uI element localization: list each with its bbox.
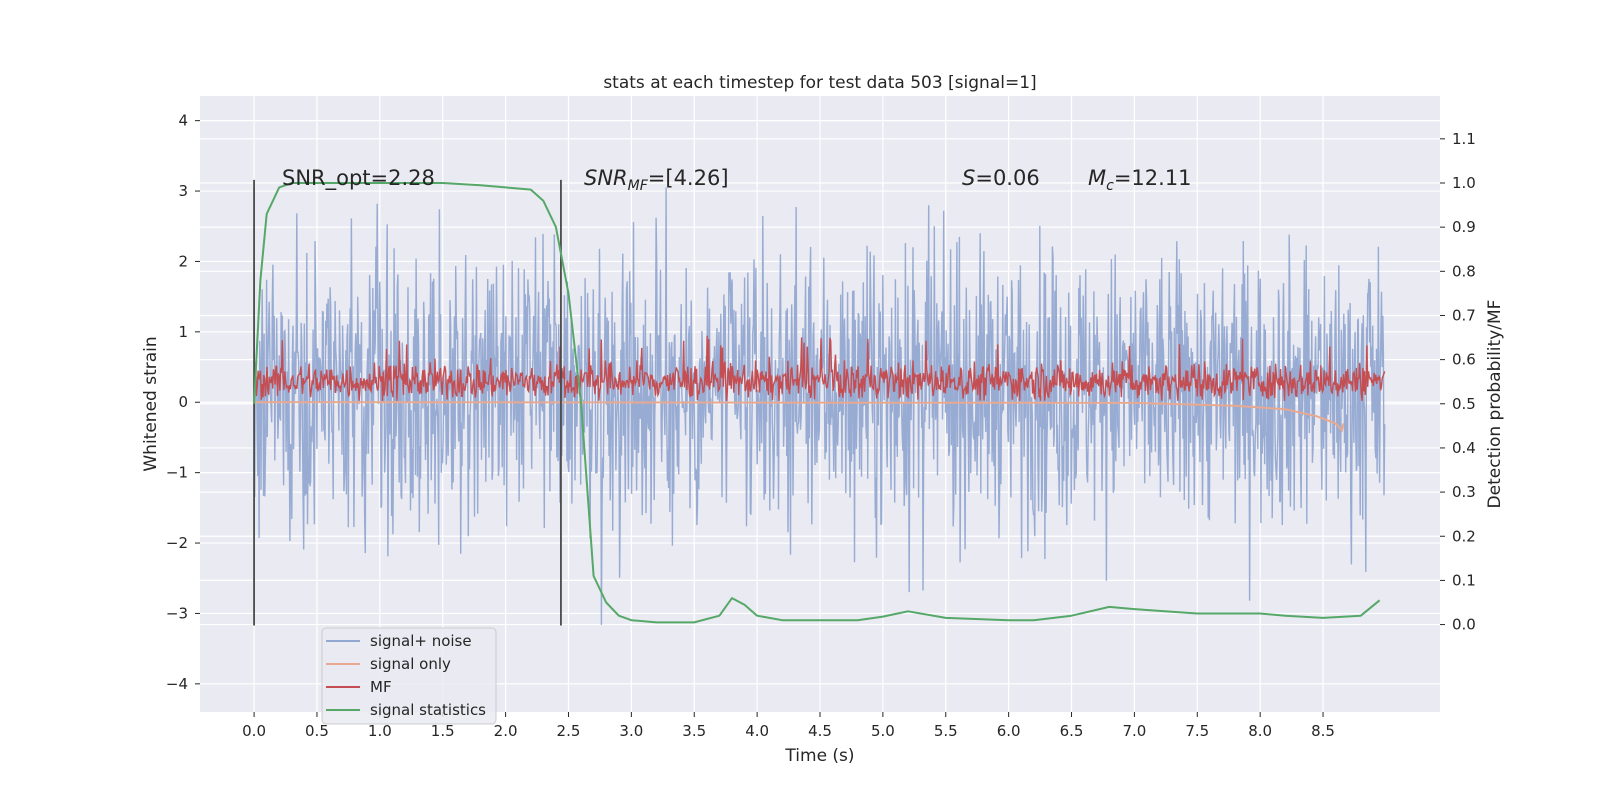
x-tick-label: 5.5: [934, 722, 958, 740]
x-tick-label: 7.0: [1122, 722, 1146, 740]
left-tick-label: 1: [178, 323, 188, 341]
legend-label-signal-statistics: signal statistics: [370, 701, 486, 719]
legend-label-signal-noise: signal+ noise: [370, 632, 472, 650]
annotation-mc: Mc=12.11: [1088, 166, 1192, 194]
chart-title: stats at each timestep for test data 503…: [603, 73, 1036, 93]
line-signal-statistics: [253, 182, 1381, 624]
right-y-axis-label: Detection probability/MF: [1485, 300, 1505, 509]
left-tick-label: 2: [178, 252, 188, 270]
x-tick-label: 1.0: [368, 722, 392, 740]
legend-label-signal-only: signal only: [370, 655, 451, 673]
x-tick-label: 6.0: [997, 722, 1021, 740]
right-tick-label: 0.5: [1452, 395, 1476, 413]
x-tick-label: 3.5: [682, 722, 706, 740]
x-tick-label: 4.0: [745, 722, 769, 740]
left-tick-label: 4: [178, 112, 188, 130]
x-tick-label: 8.5: [1311, 722, 1335, 740]
annotation-snr-opt: SNR_opt=2.28: [282, 166, 435, 191]
x-tick-label: 0.5: [305, 722, 329, 740]
mc-sub: c: [1106, 178, 1114, 194]
signal-statistics-series: [253, 182, 1381, 624]
annotation-s: S=0.06: [962, 166, 1040, 190]
x-tick-label: 0.0: [242, 722, 266, 740]
right-tick-label: 0.8: [1452, 262, 1476, 280]
legend-box: [321, 627, 497, 725]
x-axis: 0.0 0.5 1.0 1.5 2.0 2.5 3.0 3.5 4.0 4.5 5.0 5.5 6.0 6…: [242, 712, 1335, 740]
left-tick-label: −1: [166, 464, 188, 482]
legend-label-mf: MF: [370, 678, 392, 696]
s-rest: =0.06: [975, 166, 1039, 190]
left-tick-label: −3: [166, 604, 188, 622]
right-tick-label: 1.1: [1452, 130, 1476, 148]
x-tick-label: 2.0: [494, 722, 518, 740]
x-tick-label: 8.0: [1248, 722, 1272, 740]
x-tick-label: 6.5: [1060, 722, 1084, 740]
right-tick-label: 1.0: [1452, 174, 1476, 192]
left-y-axis-label: Whitened strain: [141, 336, 161, 471]
signal-only-series: [254, 401, 1345, 433]
right-y-axis: 1.1 1.0 0.9 0.8 0.7 0.6 0.5 0.4 0.3 0.2 0.1 0.0: [1440, 130, 1476, 634]
left-tick-label: 3: [178, 182, 188, 200]
left-tick-label: 0: [178, 393, 188, 411]
x-tick-label: 7.5: [1185, 722, 1209, 740]
right-tick-label: 0.6: [1452, 351, 1476, 369]
x-tick-label: 4.5: [808, 722, 832, 740]
line-signal-only: [254, 401, 1345, 433]
mf-series: [253, 335, 1386, 401]
snr-mf-sub: MF: [628, 178, 649, 194]
s-main: S: [962, 166, 975, 190]
right-tick-label: 0.1: [1452, 571, 1476, 589]
x-tick-label: 5.0: [871, 722, 895, 740]
left-tick-label: −4: [166, 675, 188, 693]
right-tick-label: 0.3: [1452, 483, 1476, 501]
left-tick-label: −2: [166, 534, 188, 552]
right-tick-label: 0.7: [1452, 306, 1476, 324]
mc-main: M: [1088, 166, 1106, 190]
mc-rest: =12.11: [1114, 166, 1192, 190]
signal-noise-series: [253, 187, 1386, 625]
right-tick-label: 0.9: [1452, 218, 1476, 236]
x-tick-label: 3.0: [619, 722, 643, 740]
x-tick-label: 2.5: [557, 722, 581, 740]
right-tick-label: 0.4: [1452, 439, 1476, 457]
left-y-axis: 4 3 2 1 0 −1 −2 −3 −4: [166, 112, 200, 693]
annotation-snr-mf: SNRMF=[4.26]: [584, 166, 729, 194]
snr-mf-rest: =[4.26]: [648, 166, 729, 190]
snr-mf-main: SNR: [584, 166, 628, 190]
x-tick-label: 1.5: [431, 722, 455, 740]
right-tick-label: 0.0: [1452, 616, 1476, 634]
x-axis-label: Time (s): [784, 746, 854, 766]
legend: signal+ noise signal only MF signal stat…: [321, 627, 497, 725]
line-signal-noise: [253, 187, 1386, 625]
right-tick-label: 0.2: [1452, 527, 1476, 545]
line-mf: [253, 335, 1386, 401]
